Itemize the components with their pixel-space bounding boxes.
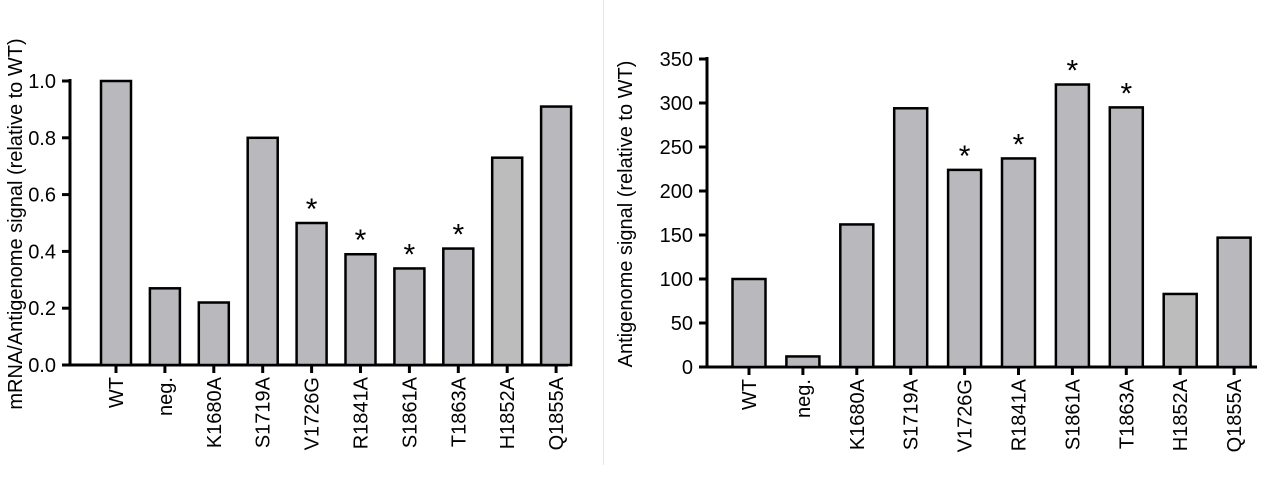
- x-tick-label: neg.: [155, 377, 177, 416]
- bar-neg.: [148, 287, 182, 367]
- x-tick-label: WT: [739, 379, 761, 410]
- y-tick-label: 0.4: [28, 241, 56, 263]
- y-tick-label: 0.8: [28, 128, 56, 150]
- y-tick-label: 0: [682, 357, 693, 379]
- bar-R1841A: [1000, 157, 1037, 369]
- bar-Q1855A: [539, 105, 573, 367]
- bar-V1726G: [946, 168, 983, 369]
- y-tick-label: 1.0: [28, 71, 56, 93]
- bar-K1680A: [839, 223, 875, 369]
- x-tick-label: V1726G: [955, 379, 977, 452]
- y-tick-label: 0.2: [28, 298, 56, 320]
- y-tick-label: 50: [671, 313, 693, 335]
- x-tick-label: S1719A: [901, 378, 923, 450]
- significance-marker: *: [1067, 55, 1079, 88]
- bar-WT: [99, 79, 133, 367]
- bar-neg.: [785, 355, 821, 369]
- x-tick-label: S1719A: [253, 376, 275, 448]
- panel-divider: [603, 0, 604, 465]
- y-tick-label: 100: [660, 269, 693, 291]
- significance-marker: *: [959, 140, 971, 173]
- significance-marker: *: [404, 238, 416, 271]
- bar-S1719A: [892, 107, 929, 369]
- significance-marker: *: [1013, 128, 1025, 161]
- y-tick-label: 150: [660, 225, 693, 247]
- bar-R1841A: [344, 252, 377, 367]
- bar-S1719A: [246, 136, 279, 367]
- significance-marker: *: [306, 193, 318, 226]
- x-tick-label: K1680A: [847, 378, 869, 450]
- y-tick-label: 0.0: [28, 355, 56, 377]
- bar-H1852A: [1162, 292, 1198, 369]
- bar-S1861A: [393, 267, 426, 367]
- x-tick-label: T1863A: [448, 376, 470, 447]
- bar-T1863A: [442, 247, 475, 367]
- x-tick-label: S1861A: [399, 376, 421, 448]
- bar-WT: [731, 277, 767, 369]
- y-tick-label: 0.6: [28, 185, 56, 207]
- x-tick-label: H1852A: [1170, 378, 1192, 451]
- significance-marker: *: [355, 224, 367, 257]
- x-tick-label: R1841A: [351, 376, 373, 449]
- x-tick-label: H1852A: [497, 376, 519, 449]
- x-tick-label: V1726G: [302, 377, 324, 450]
- bar-H1852A: [490, 156, 524, 367]
- y-axis-label: mRNA/Antigenome signal (relative to WT): [5, 38, 27, 409]
- bar-S1861A: [1054, 83, 1091, 369]
- x-tick-label: neg.: [793, 379, 815, 418]
- x-tick-label: WT: [106, 377, 128, 408]
- x-tick-label: Q1855A: [546, 376, 568, 450]
- y-tick-label: 250: [660, 137, 693, 159]
- bar-K1680A: [197, 301, 231, 367]
- y-axis-label: Antigenome signal (relative to WT): [615, 61, 637, 368]
- x-tick-label: R1841A: [1009, 378, 1031, 451]
- x-tick-label: S1861A: [1062, 378, 1084, 450]
- significance-marker: *: [1120, 77, 1132, 110]
- significance-marker: *: [452, 219, 464, 252]
- x-tick-label: Q1855A: [1224, 378, 1246, 452]
- bar-Q1855A: [1216, 236, 1252, 369]
- y-tick-label: 300: [660, 93, 693, 115]
- y-tick-label: 350: [660, 49, 693, 71]
- x-tick-label: T1863A: [1116, 378, 1138, 449]
- x-tick-label: K1680A: [204, 376, 226, 448]
- chart-left: mRNA/Antigenome signal (relative to WT) …: [5, 38, 573, 450]
- bar-V1726G: [295, 221, 328, 367]
- bar-T1863A: [1108, 106, 1145, 369]
- y-tick-label: 200: [660, 181, 693, 203]
- chart-right: Antigenome signal (relative to WT) 0 50 10…: [615, 49, 1257, 452]
